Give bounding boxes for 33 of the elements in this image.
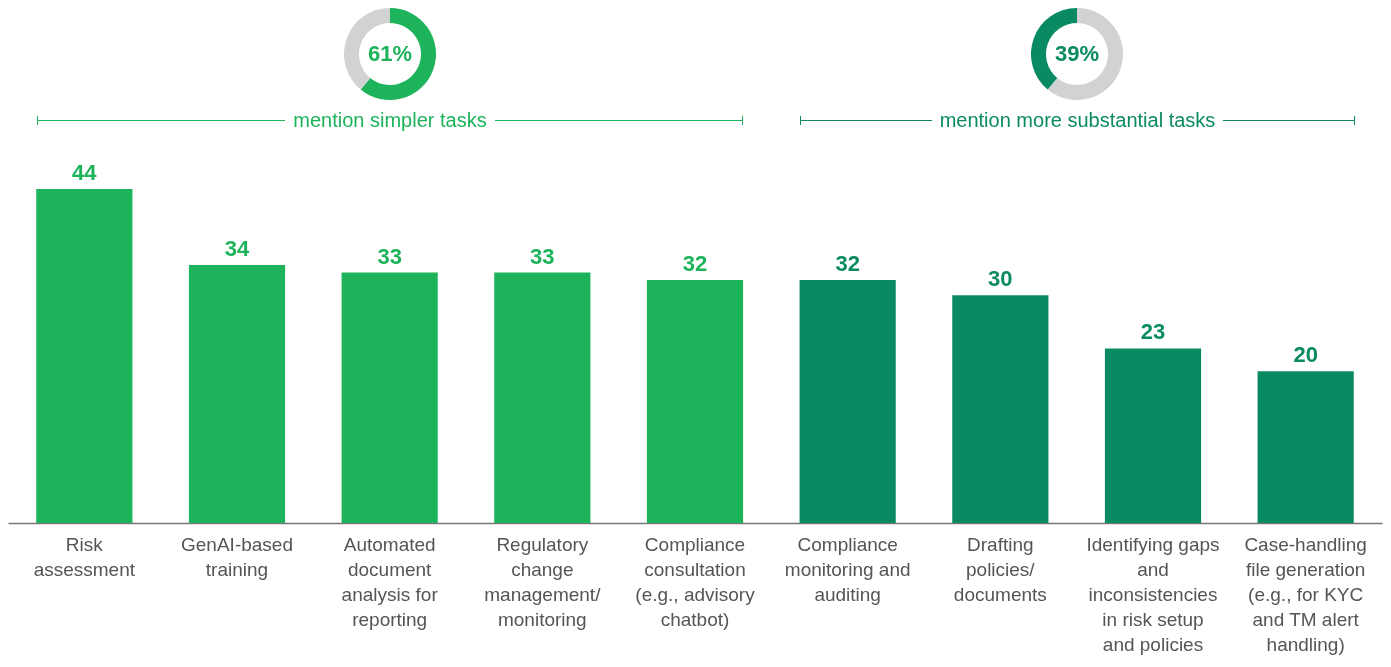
data-label: 32 — [682, 251, 708, 277]
donut-slice — [1047, 8, 1123, 100]
bar — [341, 272, 438, 523]
data-label: 39% — [1054, 41, 1100, 66]
bar — [494, 272, 591, 523]
bar — [1104, 348, 1202, 523]
x-tick-label: Regulatory change management/ monitoring — [484, 533, 602, 630]
x-tick-label: Identifying gaps and inconsistencies in risk setup and policies — [1086, 533, 1220, 655]
x-tick-label: Risk assessment — [33, 533, 136, 580]
data-label: 44 — [72, 160, 98, 185]
x-tick-label: GenAI-based training — [181, 533, 293, 580]
data-label: 34 — [224, 235, 250, 261]
data-label: 61% — [367, 41, 413, 66]
bar — [36, 189, 133, 523]
data-label: 30 — [988, 266, 1013, 292]
bar — [646, 280, 744, 523]
bracket: mention more substantial tasks — [800, 108, 1355, 132]
donut-slice — [360, 8, 436, 100]
x-tick-label: Drafting policies/ documents — [953, 533, 1047, 605]
data-label: 23 — [1140, 319, 1166, 345]
bar — [1257, 371, 1354, 523]
data-label: 20 — [1293, 342, 1318, 368]
bar — [799, 280, 896, 523]
data-label: 33 — [530, 243, 555, 269]
data-label: 33 — [377, 243, 402, 269]
x-tick-label: Compliance consultation (e.g., advisory chatbot) — [635, 533, 756, 630]
x-tick-label: Compliance monitoring and auditing — [784, 533, 911, 605]
bar — [188, 264, 286, 523]
x-tick-label: Case-handling file generation (e.g., for KYC and TM alert handling) — [1244, 533, 1367, 655]
bar — [952, 295, 1049, 523]
bracket: mention simpler tasks — [37, 108, 743, 132]
data-label: 32 — [835, 251, 860, 277]
x-tick-label: Automated document analysis for reporting — [341, 533, 439, 630]
